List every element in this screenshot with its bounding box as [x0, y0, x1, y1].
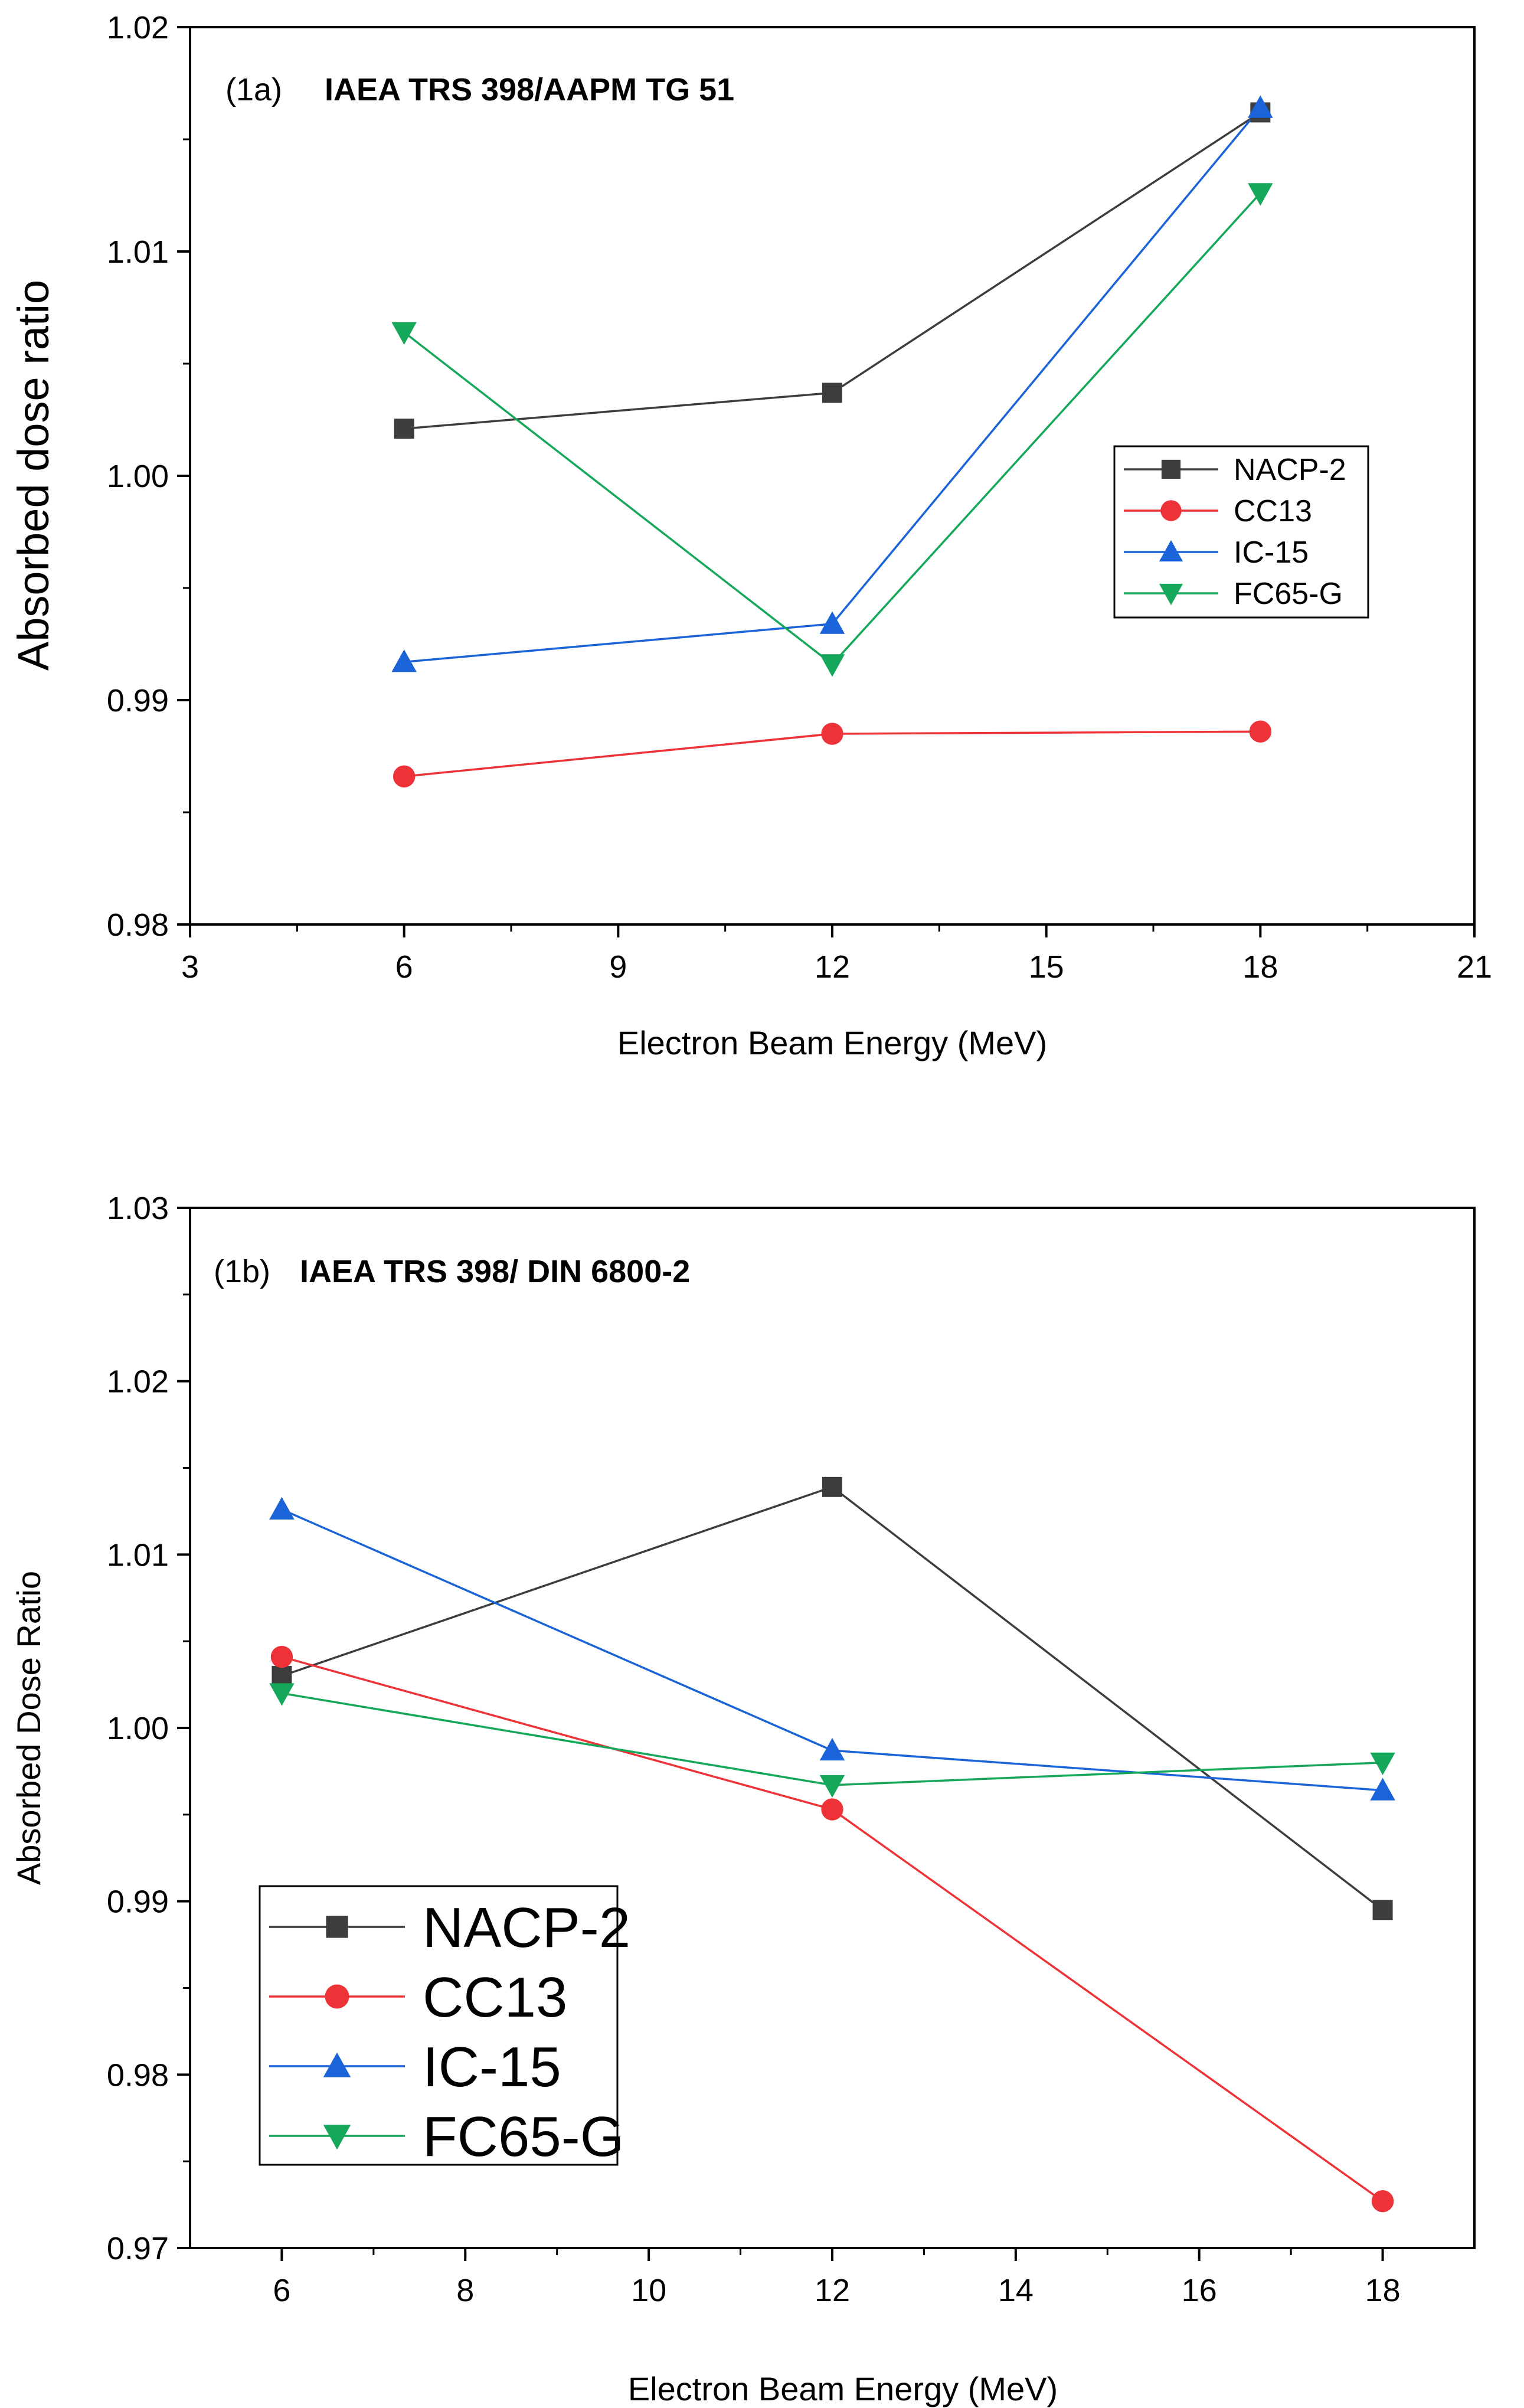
legend-marker-ic-15-1a	[1159, 540, 1183, 562]
data-point-fc65-g-1a	[391, 322, 417, 345]
data-point-nacp-2-1a	[822, 383, 842, 403]
y-tick-label-1b: 0.99	[107, 1884, 169, 1920]
data-point-fc65-g-1b	[269, 1683, 295, 1706]
x-tick-label-1a: 18	[1242, 949, 1278, 985]
y-tick-label-1b: 1.00	[107, 1711, 169, 1746]
y-tick-label-1b: 1.01	[107, 1537, 169, 1573]
panel-label-1a: (1a)	[225, 72, 282, 107]
legend-marker-fc65-g-1b	[323, 2125, 351, 2150]
legend-marker-ic-15-1b	[323, 2052, 351, 2077]
data-point-fc65-g-1b	[1370, 1752, 1395, 1775]
legend-label-cc13-1b: CC13	[423, 1966, 567, 2029]
data-point-cc13-1a	[821, 723, 843, 745]
y-tick-label-1b: 1.03	[107, 1191, 169, 1226]
panel-label-1b: (1b)	[214, 1254, 270, 1289]
data-point-nacp-2-1a	[394, 419, 414, 439]
y-tick-label-1a: 1.02	[107, 10, 169, 45]
y-tick-label-1b: 0.98	[107, 2057, 169, 2093]
x-tick-label-1a: 15	[1029, 949, 1064, 985]
legend-label-nacp-2-1b: NACP-2	[423, 1896, 630, 1959]
legend-box-1b	[259, 1885, 619, 2166]
legend-label-fc65-g-1a: FC65-G	[1234, 577, 1343, 611]
series-line-nacp-2-1a	[404, 111, 1261, 430]
legend-marker-cc13-1a	[1160, 500, 1182, 521]
x-tick-label-1a: 6	[395, 949, 413, 985]
x-tick-label-1b: 18	[1365, 2273, 1401, 2308]
y-tick-label-1a: 1.01	[107, 234, 169, 270]
y-tick-label-1a: 0.98	[107, 907, 169, 943]
x-tick-label-1b: 12	[815, 2273, 850, 2308]
legend-label-cc13-1a: CC13	[1234, 494, 1312, 528]
data-point-ic-15-1b	[1370, 1778, 1395, 1801]
legend-label-ic-15-1a: IC-15	[1234, 535, 1309, 570]
data-point-ic-15-1b	[819, 1737, 845, 1761]
y-axis-title-1a: Absorbed dose ratio	[9, 280, 58, 671]
legend-label-ic-15-1b: IC-15	[423, 2035, 561, 2099]
legend-marker-nacp-2-1a	[1161, 459, 1181, 479]
x-axis-1a: 3 6 9 12 15 18 21	[181, 924, 1492, 985]
x-tick-label-1b: 16	[1182, 2273, 1217, 2308]
legend-box-1a	[1113, 445, 1369, 619]
x-tick-label-1b: 10	[631, 2273, 666, 2308]
data-point-cc13-1a	[1249, 720, 1272, 743]
y-tick-label-1b: 0.97	[107, 2231, 169, 2266]
y-axis-1a: 0.98 0.99 1.00 1.01 1.02	[107, 10, 190, 943]
y-axis-1b: 0.97 0.98 0.99 1.00 1.01 1.02 1.03	[107, 1191, 190, 2266]
y-tick-label-1b: 1.02	[107, 1364, 169, 1400]
legend-marker-cc13-1b	[325, 1984, 349, 2009]
x-tick-label-1a: 12	[815, 949, 850, 985]
x-tick-label-1a: 9	[609, 949, 627, 985]
x-tick-label-1b: 14	[998, 2273, 1034, 2308]
x-tick-label-1b: 8	[456, 2273, 474, 2308]
data-point-fc65-g-1b	[819, 1775, 845, 1798]
legend-label-fc65-g-1b: FC65-G	[423, 2105, 624, 2168]
chart-panel-1b: 6 8 10 12 14 16 18 0.97 0.98 0.99 1.00 1.01 1.02 1.0…	[10, 1191, 1476, 2407]
panel-title-1b: IAEA TRS 398/ DIN 6800-2	[300, 1254, 690, 1289]
marker-layer-1a	[391, 95, 1273, 788]
data-point-cc13-1b	[270, 1645, 293, 1668]
marker-layer-1b	[269, 1476, 1395, 2213]
data-point-ic-15-1a	[391, 649, 417, 672]
legend-label-nacp-2-1a: NACP-2	[1234, 453, 1346, 487]
y-tick-label-1a: 0.99	[107, 683, 169, 718]
x-axis-title-1b: Electron Beam Energy (MeV)	[628, 2370, 1058, 2407]
data-point-ic-15-1b	[269, 1497, 295, 1520]
y-axis-title-1b: Absorbed Dose Ratio	[10, 1571, 47, 1885]
data-point-nacp-2-1b	[272, 1665, 292, 1686]
x-axis-1b: 6 8 10 12 14 16 18	[273, 2248, 1401, 2308]
chart-panel-1a: 3 6 9 12 15 18 21 0.98 0.99 1.00 1.01 1.02 (1a) IA…	[9, 10, 1492, 1061]
data-point-cc13-1b	[1371, 2190, 1394, 2213]
data-point-fc65-g-1a	[819, 654, 845, 677]
panel-title-1a: IAEA TRS 398/AAPM TG 51	[325, 72, 734, 107]
data-point-fc65-g-1a	[1248, 183, 1273, 206]
x-tick-label-1a: 21	[1457, 949, 1492, 985]
x-tick-label-1a: 3	[181, 949, 199, 985]
data-point-cc13-1a	[393, 765, 416, 788]
x-tick-label-1b: 6	[273, 2273, 290, 2308]
legend-marker-nacp-2-1b	[326, 1916, 348, 1938]
data-point-ic-15-1a	[819, 611, 845, 634]
y-tick-label-1a: 1.00	[107, 459, 169, 494]
x-axis-title-1a: Electron Beam Energy (MeV)	[617, 1024, 1047, 1061]
data-point-cc13-1b	[821, 1798, 843, 1821]
data-point-nacp-2-1b	[822, 1476, 842, 1497]
legend-marker-fc65-g-1a	[1159, 583, 1183, 606]
legend-1a: NACP-2 CC13 IC-15 FC65-G	[1113, 445, 1369, 619]
data-point-ic-15-1a	[1248, 95, 1273, 118]
data-point-nacp-2-1b	[1372, 1900, 1393, 1920]
series-line-nacp-2-1b	[281, 1485, 1384, 1911]
